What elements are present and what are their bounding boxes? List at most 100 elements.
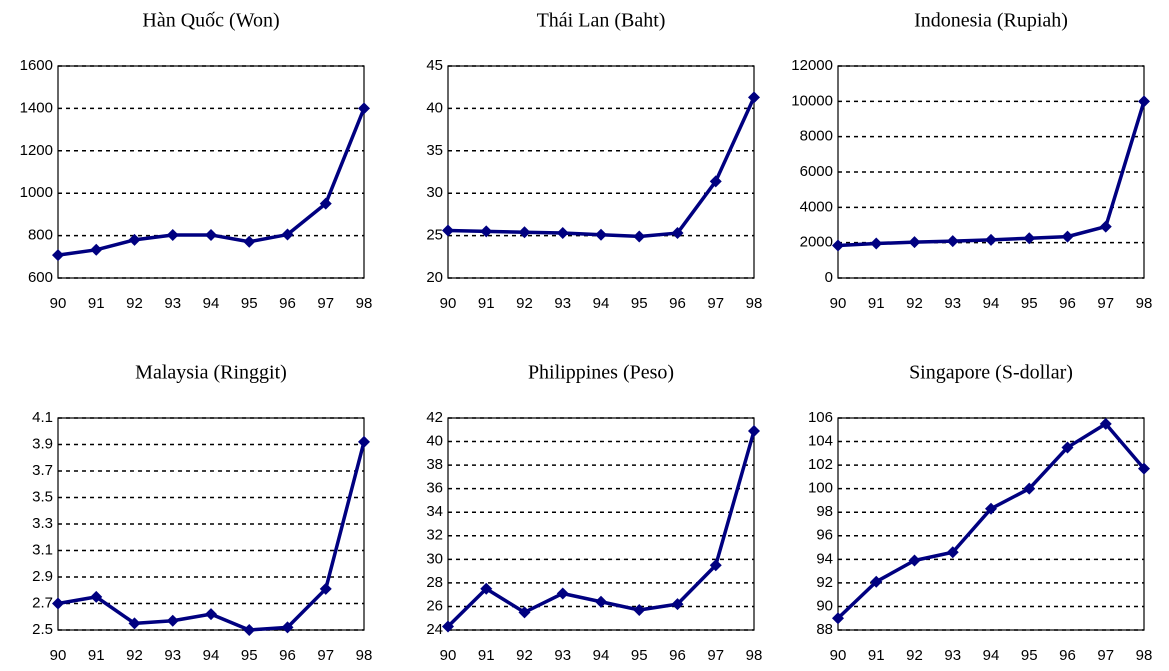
x-tick-label: 96 bbox=[279, 295, 296, 312]
y-tick-label: 2.7 bbox=[32, 594, 53, 611]
marker bbox=[556, 227, 569, 240]
x-tick-label: 94 bbox=[593, 295, 610, 312]
marker bbox=[442, 224, 454, 237]
x-tick-label: 95 bbox=[1021, 295, 1038, 312]
marker bbox=[671, 598, 684, 611]
y-tick-label: 96 bbox=[816, 527, 833, 544]
y-tick-label: 90 bbox=[816, 597, 833, 614]
chart-title: Thái Lan (Baht) bbox=[537, 10, 666, 32]
x-tick-label: 93 bbox=[554, 295, 571, 312]
x-tick-label: 97 bbox=[707, 647, 724, 664]
x-tick-label: 91 bbox=[868, 647, 885, 664]
y-tick-label: 42 bbox=[426, 409, 443, 426]
x-tick-label: 92 bbox=[516, 647, 533, 664]
chart-title: Singapore (S-dollar) bbox=[909, 362, 1073, 384]
chart-title: Philippines (Peso) bbox=[528, 362, 674, 384]
x-tick-label: 96 bbox=[279, 647, 296, 664]
marker bbox=[90, 590, 103, 603]
x-tick-label: 92 bbox=[516, 295, 533, 312]
y-tick-label: 94 bbox=[816, 550, 833, 567]
x-tick-label: 91 bbox=[88, 647, 105, 664]
marker bbox=[281, 621, 294, 634]
marker bbox=[128, 617, 141, 630]
marker bbox=[595, 228, 607, 241]
y-tick-label: 40 bbox=[426, 99, 443, 116]
line bbox=[836, 422, 1146, 620]
plot-frame bbox=[447, 417, 755, 631]
plot-frame bbox=[837, 65, 1145, 279]
x-tick-label: 94 bbox=[983, 647, 1000, 664]
marker bbox=[205, 228, 217, 241]
x-tick-label: 94 bbox=[983, 295, 1000, 312]
x-tick-label: 98 bbox=[356, 295, 373, 312]
x-tick-label: 93 bbox=[944, 647, 961, 664]
y-tick-label: 102 bbox=[808, 456, 833, 473]
plot-frame bbox=[837, 417, 1145, 631]
plot-frame bbox=[447, 65, 755, 279]
y-tick-label: 3.7 bbox=[32, 462, 53, 479]
y-tick-label: 26 bbox=[426, 597, 443, 614]
y-tick-label: 45 bbox=[426, 57, 443, 74]
x-tick-label: 93 bbox=[164, 295, 181, 312]
y-tick-label: 3.5 bbox=[32, 488, 53, 505]
chart-title: Malaysia (Ringgit) bbox=[135, 362, 287, 384]
x-tick-label: 93 bbox=[944, 295, 961, 312]
marker bbox=[709, 559, 722, 572]
marker bbox=[633, 603, 646, 616]
marker bbox=[671, 227, 684, 240]
marker bbox=[748, 424, 760, 437]
marker bbox=[1099, 417, 1112, 430]
marker bbox=[870, 237, 883, 250]
x-tick-label: 95 bbox=[241, 295, 258, 312]
x-tick-label: 91 bbox=[478, 647, 495, 664]
marker bbox=[281, 228, 294, 241]
x-tick-label: 97 bbox=[1097, 295, 1114, 312]
y-tick-label: 25 bbox=[426, 227, 443, 244]
x-tick-label: 93 bbox=[164, 647, 181, 664]
marker bbox=[1138, 95, 1150, 108]
marker bbox=[518, 606, 531, 619]
marker bbox=[480, 225, 493, 238]
x-tick-label: 97 bbox=[317, 295, 334, 312]
marker bbox=[870, 575, 883, 588]
y-tick-label: 4.1 bbox=[32, 409, 53, 426]
x-tick-label: 92 bbox=[906, 647, 923, 664]
y-tick-label: 30 bbox=[426, 184, 443, 201]
y-tick-label: 1600 bbox=[20, 57, 53, 74]
x-tick-label: 91 bbox=[478, 295, 495, 312]
marker bbox=[633, 230, 646, 243]
y-tick-label: 1200 bbox=[20, 142, 53, 159]
x-tick-label: 90 bbox=[440, 647, 457, 664]
plot-frame bbox=[57, 65, 365, 279]
marker bbox=[442, 620, 454, 633]
marker bbox=[556, 587, 569, 600]
y-tick-label: 24 bbox=[426, 621, 443, 638]
x-tick-label: 91 bbox=[868, 295, 885, 312]
x-tick-label: 95 bbox=[1021, 647, 1038, 664]
y-tick-label: 1400 bbox=[20, 99, 53, 116]
x-tick-label: 97 bbox=[707, 295, 724, 312]
line bbox=[57, 441, 366, 632]
y-tick-label: 88 bbox=[816, 621, 833, 638]
marker bbox=[832, 612, 844, 625]
x-tick-label: 90 bbox=[830, 647, 847, 664]
y-tick-label: 4000 bbox=[800, 198, 833, 215]
y-tick-label: 2.5 bbox=[32, 621, 53, 638]
x-tick-label: 97 bbox=[317, 647, 334, 664]
marker bbox=[595, 595, 607, 608]
line bbox=[447, 96, 756, 239]
x-tick-label: 97 bbox=[1097, 647, 1114, 664]
marker bbox=[1023, 232, 1036, 245]
x-tick-label: 95 bbox=[241, 647, 258, 664]
y-tick-label: 3.9 bbox=[32, 435, 53, 452]
x-tick-label: 98 bbox=[356, 647, 373, 664]
x-tick-label: 98 bbox=[1136, 295, 1153, 312]
y-tick-label: 34 bbox=[426, 503, 443, 520]
x-tick-label: 92 bbox=[126, 295, 143, 312]
x-tick-label: 92 bbox=[126, 647, 143, 664]
marker bbox=[1061, 230, 1074, 243]
x-tick-label: 94 bbox=[203, 295, 220, 312]
marker bbox=[1061, 441, 1074, 454]
x-tick-label: 96 bbox=[669, 647, 686, 664]
marker bbox=[1138, 462, 1150, 475]
